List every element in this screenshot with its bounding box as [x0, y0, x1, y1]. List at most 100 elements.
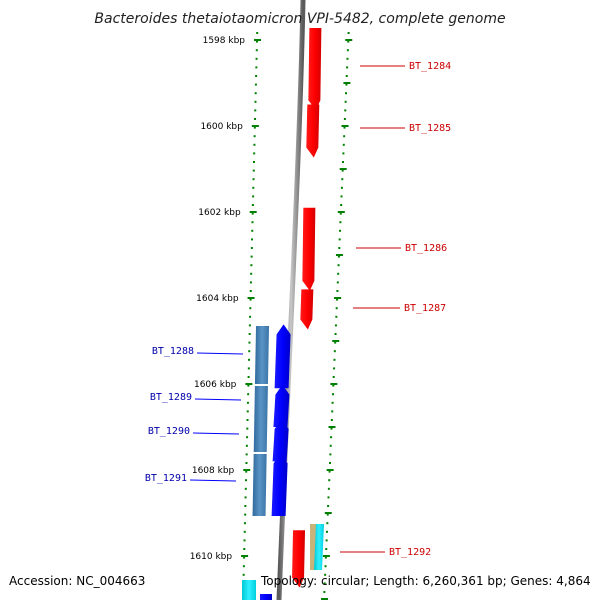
inner-ring-dot — [251, 212, 254, 215]
inner-ring-dot — [254, 109, 257, 112]
inner-ring-dot — [249, 307, 252, 310]
inner-ring-dot — [243, 522, 246, 525]
inner-ring-dot — [250, 247, 253, 249]
inner-ring-dot — [248, 358, 251, 361]
inner-ring-dot — [246, 410, 249, 413]
outer-ring-dot — [337, 272, 340, 275]
inner-ring-dot — [248, 341, 251, 344]
inner-ring-dot — [253, 126, 256, 129]
inner-ring-dot — [243, 548, 246, 550]
outer-ring-dot — [339, 212, 342, 215]
forward-gene-BT_1284 — [308, 28, 322, 111]
inner-ring-dot — [252, 186, 255, 189]
outer-ring-dot — [334, 341, 337, 344]
inner-ring-dot — [252, 161, 255, 163]
tick-label: 1598 kbp — [203, 36, 246, 46]
outer-ring-dot — [335, 315, 338, 318]
outer-ring-dot — [338, 238, 341, 241]
reverse-gene-BT_1289 — [273, 384, 290, 427]
outer-ring-dot — [345, 83, 348, 86]
gene-label-BT_1292[interactable]: BT_1292 — [389, 547, 431, 558]
gene-label-BT_1284[interactable]: BT_1284 — [409, 61, 451, 72]
tick-label: 1600 kbp — [200, 122, 243, 132]
outer-ring-dot — [345, 75, 348, 77]
inner-ring-dot — [246, 427, 249, 430]
gene-label-BT_1288[interactable]: BT_1288 — [152, 346, 194, 357]
outer-ring-dot — [338, 247, 341, 249]
outer-ring-dot — [335, 307, 338, 310]
gene-label-line — [192, 432, 240, 435]
outer-ring-dot — [328, 470, 331, 473]
feature-blue-lower — [260, 594, 272, 600]
outer-ring-dot — [331, 401, 334, 404]
outer-ring-dot — [342, 161, 345, 163]
outer-ring-dot — [325, 530, 328, 533]
map-title: Bacteroides thetaiotaomicron VPI-5482, c… — [94, 11, 505, 27]
outer-ring-dot — [330, 436, 333, 439]
outer-ring-dot — [327, 505, 330, 507]
gene-label-BT_1287[interactable]: BT_1287 — [404, 303, 446, 314]
reverse-gene-BT_1290 — [272, 419, 289, 462]
inner-ring-dot — [254, 92, 257, 95]
inner-ring-dot — [242, 565, 245, 568]
outer-ring-dot — [329, 444, 332, 447]
outer-ring-dot — [339, 221, 342, 224]
inner-ring-dot — [253, 143, 256, 146]
gene-label-BT_1291[interactable]: BT_1291 — [145, 473, 187, 484]
inner-ring-dot — [252, 169, 255, 172]
gene-label-BT_1290[interactable]: BT_1290 — [148, 426, 190, 437]
inner-ring-dot — [247, 384, 250, 387]
inner-ring-dot — [244, 496, 247, 499]
inner-ring-dot — [254, 118, 257, 120]
outer-ring-dot — [330, 427, 333, 430]
topology-text: Topology: circular; Length: 6,260,361 bp… — [261, 574, 591, 588]
outer-ring-dot — [345, 92, 348, 95]
accession-text: Accession: NC_004663 — [9, 574, 146, 588]
outer-ring-dot — [340, 186, 343, 189]
inner-ring-dot — [253, 152, 256, 155]
outer-ring-dot — [346, 49, 349, 52]
outer-ring-dot — [325, 548, 328, 550]
inner-ring-dot — [250, 255, 253, 258]
inner-ring-dot — [248, 324, 251, 327]
outer-ring-dot — [333, 350, 336, 353]
outer-ring-dot — [342, 152, 345, 155]
outer-ring-dot — [346, 66, 349, 69]
inner-ring-dot — [249, 298, 252, 301]
outer-ring-dot — [331, 393, 334, 396]
outer-ring-dot — [333, 358, 336, 361]
outer-ring-dot — [327, 496, 330, 499]
inner-ring-dot — [244, 505, 247, 507]
outer-ring-dot — [331, 410, 334, 413]
outer-ring-dot — [323, 582, 326, 585]
gene-label-BT_1289[interactable]: BT_1289 — [150, 392, 192, 403]
outer-ring-dot — [342, 143, 345, 146]
steel-feature-block — [252, 454, 267, 516]
tick-label: 1608 kbp — [192, 466, 235, 476]
inner-ring-dot — [243, 556, 246, 559]
outer-ring-dot — [346, 57, 349, 60]
inner-ring-dot — [252, 195, 255, 198]
outer-ring-dot — [337, 264, 340, 267]
inner-ring-dot — [245, 462, 248, 464]
outer-ring-dot — [328, 479, 331, 482]
gene-label-BT_1285[interactable]: BT_1285 — [409, 123, 451, 134]
inner-ring-dot — [246, 419, 249, 421]
reverse-gene-BT_1291 — [271, 453, 288, 516]
outer-ring-dot — [336, 281, 339, 284]
outer-ring-dot — [330, 419, 333, 421]
gene-label-BT_1286[interactable]: BT_1286 — [405, 243, 447, 254]
inner-ring-dot — [247, 376, 250, 378]
outer-ring-dot — [332, 376, 335, 378]
inner-ring-dot — [250, 264, 253, 267]
steel-feature-block — [253, 386, 268, 452]
inner-ring-dot — [248, 333, 251, 335]
tick-label: 1604 kbp — [196, 294, 239, 304]
outer-ring-dot — [343, 118, 346, 120]
outer-ring-dot — [324, 573, 327, 576]
outer-ring-dot — [325, 539, 328, 542]
inner-ring-dot — [255, 75, 258, 77]
inner-ring-dot — [255, 40, 258, 43]
inner-ring-dot — [246, 401, 249, 404]
